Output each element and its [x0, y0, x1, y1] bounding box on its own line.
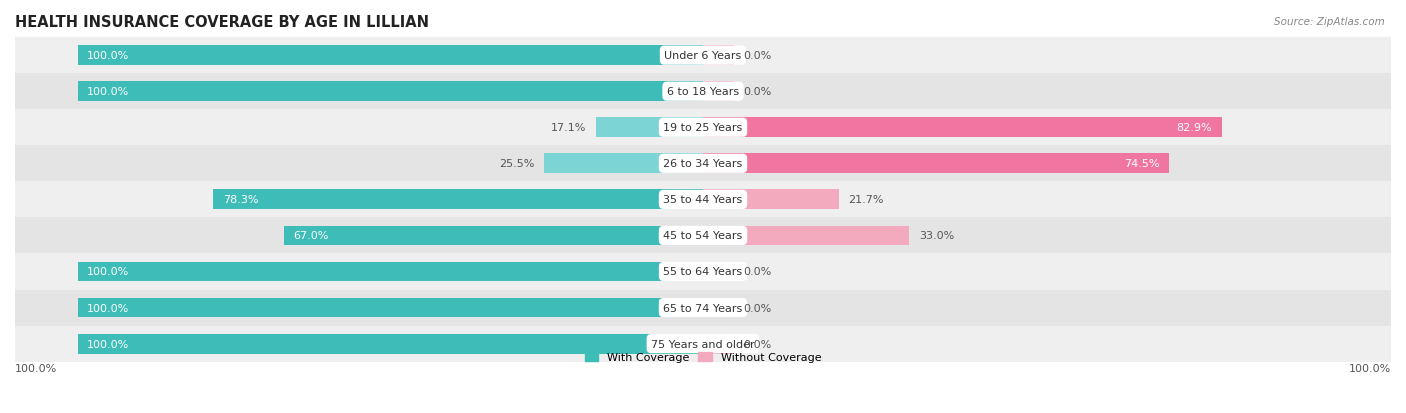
Text: 26 to 34 Years: 26 to 34 Years [664, 159, 742, 169]
Bar [703, 118, 1222, 138]
Text: 100.0%: 100.0% [1348, 363, 1391, 373]
Text: 74.5%: 74.5% [1123, 159, 1160, 169]
Text: 6 to 18 Years: 6 to 18 Years [666, 87, 740, 97]
Text: 0.0%: 0.0% [744, 339, 772, 349]
Bar [15, 182, 1391, 218]
Text: 78.3%: 78.3% [222, 195, 259, 205]
Bar [703, 190, 839, 210]
Bar [77, 298, 703, 318]
Text: Under 6 Years: Under 6 Years [665, 51, 741, 61]
Bar [703, 46, 734, 66]
Text: 0.0%: 0.0% [744, 51, 772, 61]
Bar [15, 146, 1391, 182]
Text: 75 Years and older: 75 Years and older [651, 339, 755, 349]
Bar [15, 38, 1391, 74]
Bar [77, 82, 703, 102]
Bar [214, 190, 703, 210]
Text: 21.7%: 21.7% [848, 195, 883, 205]
Text: 100.0%: 100.0% [87, 339, 129, 349]
Text: 25.5%: 25.5% [499, 159, 534, 169]
Text: 100.0%: 100.0% [87, 51, 129, 61]
Bar [77, 334, 703, 354]
Text: 45 to 54 Years: 45 to 54 Years [664, 231, 742, 241]
Text: 17.1%: 17.1% [551, 123, 586, 133]
Text: 100.0%: 100.0% [87, 303, 129, 313]
Legend: With Coverage, Without Coverage: With Coverage, Without Coverage [581, 347, 825, 367]
Text: 0.0%: 0.0% [744, 267, 772, 277]
Bar [544, 154, 703, 174]
Bar [703, 334, 734, 354]
Text: 35 to 44 Years: 35 to 44 Years [664, 195, 742, 205]
Text: 100.0%: 100.0% [15, 363, 58, 373]
Bar [596, 118, 703, 138]
Bar [15, 110, 1391, 146]
Bar [703, 82, 734, 102]
Bar [15, 74, 1391, 110]
Bar [15, 254, 1391, 290]
Bar [703, 154, 1168, 174]
Bar [77, 262, 703, 282]
Text: 67.0%: 67.0% [294, 231, 329, 241]
Text: 65 to 74 Years: 65 to 74 Years [664, 303, 742, 313]
Text: 100.0%: 100.0% [87, 267, 129, 277]
Text: 19 to 25 Years: 19 to 25 Years [664, 123, 742, 133]
Bar [77, 46, 703, 66]
Text: HEALTH INSURANCE COVERAGE BY AGE IN LILLIAN: HEALTH INSURANCE COVERAGE BY AGE IN LILL… [15, 15, 429, 30]
Text: 0.0%: 0.0% [744, 87, 772, 97]
Bar [15, 326, 1391, 362]
Text: Source: ZipAtlas.com: Source: ZipAtlas.com [1274, 17, 1385, 26]
Bar [703, 262, 734, 282]
Bar [284, 226, 703, 246]
Bar [703, 298, 734, 318]
Bar [703, 226, 910, 246]
Text: 33.0%: 33.0% [918, 231, 955, 241]
Bar [15, 218, 1391, 254]
Text: 0.0%: 0.0% [744, 303, 772, 313]
Text: 100.0%: 100.0% [87, 87, 129, 97]
Bar [15, 290, 1391, 326]
Text: 55 to 64 Years: 55 to 64 Years [664, 267, 742, 277]
Text: 82.9%: 82.9% [1177, 123, 1212, 133]
